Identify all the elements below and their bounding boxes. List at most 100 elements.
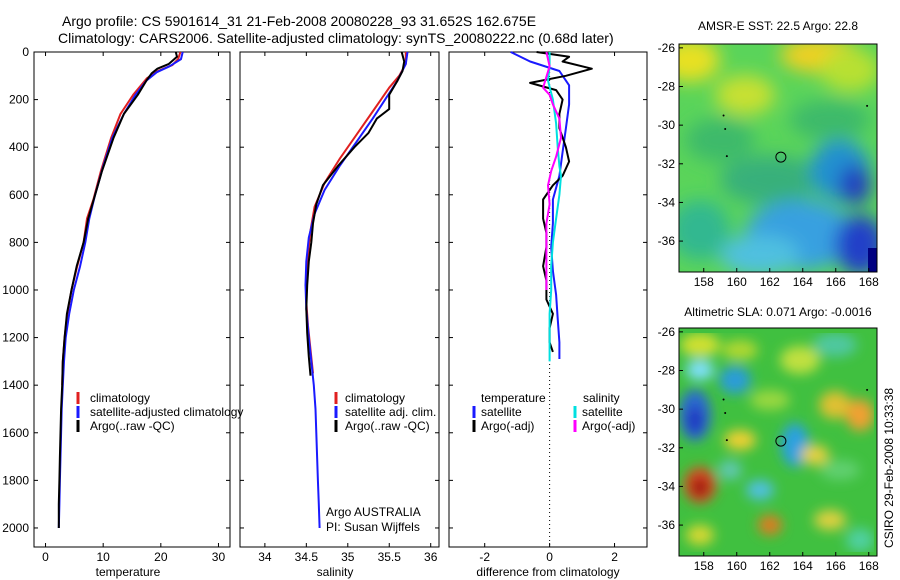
map-x-tick-label: 160 xyxy=(727,275,747,289)
map-y-tick-label: -32 xyxy=(658,157,676,171)
y-tick-label: 1000 xyxy=(2,283,29,297)
legend-label-satellite: satellite adj. clim. xyxy=(345,405,436,419)
sst-map-title: AMSR-E SST: 22.5 Argo: 22.8 xyxy=(698,19,858,33)
map-y-tick-label: -26 xyxy=(658,41,676,55)
map-x-tick-label: 166 xyxy=(826,559,846,573)
sst-map-frame xyxy=(678,43,878,273)
sla-map-frame xyxy=(678,327,878,557)
legend-label-argo: Argo(..raw -QC) xyxy=(90,419,175,433)
legend-label-sal-satellite: satellite xyxy=(582,405,623,419)
legend-header-temperature: temperature xyxy=(481,391,546,405)
map-x-tick-label: 164 xyxy=(793,275,813,289)
island-dot xyxy=(722,398,725,401)
x-tick-label: 2 xyxy=(611,550,618,564)
map-y-tick-label: -28 xyxy=(658,80,676,94)
map-x-tick-label: 162 xyxy=(760,275,780,289)
series-line-salinity-satellite xyxy=(547,52,562,362)
legend-label-climatology: climatology xyxy=(345,391,405,405)
series-line-temperature-argo-adj xyxy=(529,51,593,353)
legend-label-satellite: satellite-adjusted climatology xyxy=(90,405,243,419)
sla-map-axes: 158 160 162 164 166 168 -26 -28 -30 -32 -34 -36 xyxy=(658,325,879,573)
sla-map-image xyxy=(679,328,877,556)
temperature-chart: 0 10 20 30 0 200 400 600 800 1000 1200 1400 1600 1800… xyxy=(2,45,230,564)
island-dot xyxy=(724,412,727,415)
creation-stamp: CSIRO 29-Feb-2008 10:33:38 xyxy=(882,388,896,548)
float-program-label: Argo AUSTRALIA xyxy=(326,505,421,519)
sla-map-title: Altimetric SLA: 0.071 Argo: -0.0016 xyxy=(684,305,872,319)
map-y-tick-label: -26 xyxy=(658,325,676,339)
x-tick-label: 36 xyxy=(424,550,438,564)
x-tick-label: 10 xyxy=(96,550,110,564)
figure-title-line1: Argo profile: CS 5901614_31 21-Feb-2008 … xyxy=(62,13,536,29)
series-line-climatology xyxy=(305,52,407,374)
y-tick-label: 2000 xyxy=(2,521,29,535)
x-tick-label: 34 xyxy=(258,550,272,564)
x-tick-label: 0 xyxy=(546,550,553,564)
legend-label-climatology: climatology xyxy=(90,391,150,405)
temperature-legend: climatology satellite-adjusted climatolo… xyxy=(76,391,243,433)
y-tick-label: 1400 xyxy=(2,378,29,392)
map-x-tick-label: 162 xyxy=(760,559,780,573)
float-pi-label: PI: Susan Wijffels xyxy=(326,520,420,534)
map-y-tick-label: -28 xyxy=(658,364,676,378)
profile-location-marker xyxy=(775,435,787,447)
y-tick-label: 400 xyxy=(9,140,29,154)
island-dot xyxy=(866,388,869,391)
map-y-tick-label: -32 xyxy=(658,441,676,455)
map-y-tick-label: -30 xyxy=(658,402,676,416)
y-tick-label: 200 xyxy=(9,93,29,107)
y-tick-label: 600 xyxy=(9,188,29,202)
map-y-tick-label: -36 xyxy=(658,518,676,532)
difference-chart: -2 0 2 xyxy=(449,51,647,564)
x-tick-label: 0 xyxy=(42,550,49,564)
island-dot xyxy=(722,114,725,117)
profile-location-marker xyxy=(775,151,787,163)
map-x-tick-label: 158 xyxy=(694,275,714,289)
series-line-climatology xyxy=(61,51,182,386)
island-dot xyxy=(724,128,727,131)
map-x-tick-label: 160 xyxy=(727,559,747,573)
map-x-tick-label: 168 xyxy=(859,559,879,573)
salinity-xlabel: salinity xyxy=(317,565,354,579)
salinity-chart: 34 34.5 35 35.5 36 xyxy=(240,51,439,564)
x-tick-label: -2 xyxy=(479,550,490,564)
sst-map-axes: 158 160 162 164 166 168 -26 -28 -30 -32 -34 -36 xyxy=(658,41,879,289)
map-x-tick-label: 164 xyxy=(793,559,813,573)
map-y-tick-label: -34 xyxy=(658,195,676,209)
map-y-tick-label: -36 xyxy=(658,234,676,248)
sst-map-image xyxy=(679,44,877,272)
difference-legend: temperature salinity satellite Argo(-adj… xyxy=(472,391,635,433)
island-dot xyxy=(866,104,869,107)
series-line-argo-raw-qc xyxy=(57,51,178,528)
legend-label-temp-satellite: satellite xyxy=(481,405,522,419)
difference-xlabel: difference from climatology xyxy=(476,565,619,579)
y-tick-label: 1200 xyxy=(2,331,29,345)
series-line-argo-raw-qc xyxy=(305,51,406,376)
map-x-tick-label: 166 xyxy=(826,275,846,289)
x-tick-label: 35.5 xyxy=(378,550,402,564)
y-tick-label: 1600 xyxy=(2,426,29,440)
legend-label-sal-argo: Argo(-adj) xyxy=(582,419,635,433)
legend-header-salinity: salinity xyxy=(583,391,620,405)
temperature-xlabel: temperature xyxy=(96,565,161,579)
legend-label-argo: Argo(..raw -QC) xyxy=(345,419,430,433)
x-tick-label: 34.5 xyxy=(295,550,319,564)
y-tick-label: 800 xyxy=(9,235,29,249)
figure-title-line2: Climatology: CARS2006. Satellite-adjuste… xyxy=(58,30,614,46)
y-tick-label: 0 xyxy=(22,45,29,59)
salinity-axes-frame xyxy=(239,51,440,548)
island-dot xyxy=(725,155,728,158)
map-x-tick-label: 158 xyxy=(694,559,714,573)
difference-axes-frame xyxy=(448,51,648,548)
x-tick-label: 20 xyxy=(154,550,168,564)
series-line-temperature-satellite xyxy=(510,51,571,359)
series-line-salinity-argo-adj xyxy=(542,51,562,290)
map-x-tick-label: 168 xyxy=(859,275,879,289)
x-tick-label: 35 xyxy=(341,550,355,564)
map-y-tick-label: -30 xyxy=(658,118,676,132)
series-line-satellite-adj-clim xyxy=(304,51,409,529)
map-y-tick-label: -34 xyxy=(658,479,676,493)
temperature-axes-frame xyxy=(33,51,231,548)
y-tick-label: 1800 xyxy=(2,473,29,487)
